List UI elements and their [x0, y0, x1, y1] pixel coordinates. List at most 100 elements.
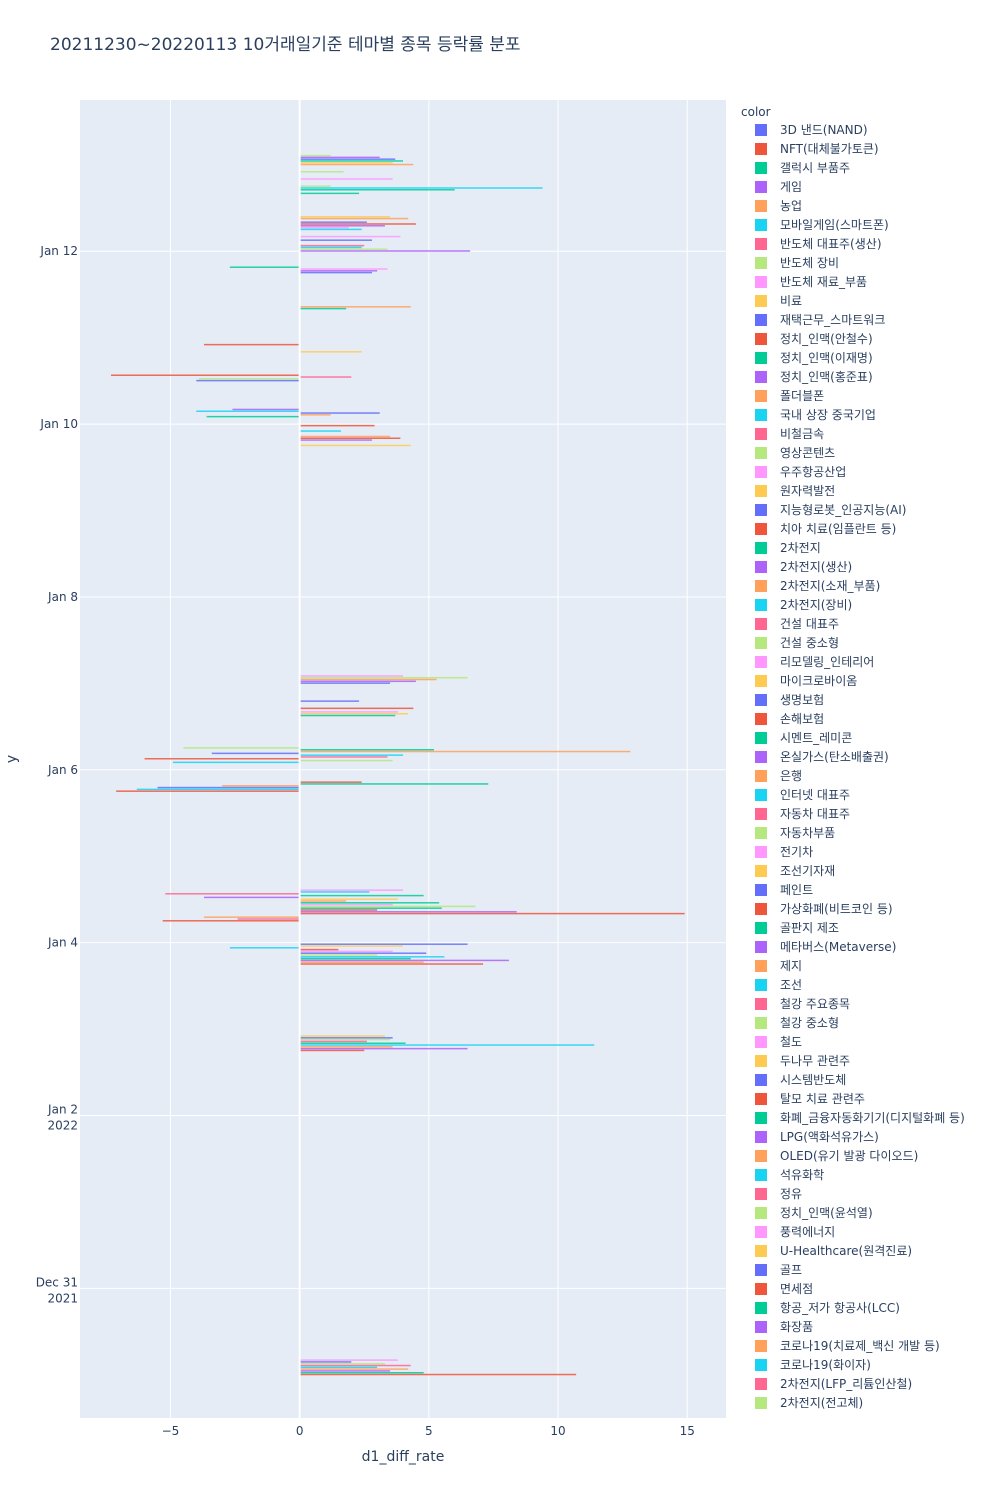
bar[interactable]	[299, 950, 393, 953]
legend-item[interactable]: 리모델링_인테리어	[755, 655, 874, 669]
bar[interactable]	[162, 920, 300, 922]
legend-item[interactable]: 철강 중소형	[755, 1016, 839, 1030]
bar[interactable]	[299, 1038, 391, 1041]
bar[interactable]	[299, 160, 403, 162]
legend-item[interactable]: 2차전지	[755, 541, 821, 555]
legend-item[interactable]: 두나무 관련주	[755, 1054, 850, 1068]
legend-item[interactable]: 반도체 장비	[755, 256, 839, 270]
legend-item[interactable]: LPG(액화석유가스)	[755, 1130, 879, 1144]
legend-item[interactable]: 영상콘텐츠	[755, 446, 835, 460]
legend-item[interactable]: 손해보험	[755, 712, 824, 726]
bar[interactable]	[144, 758, 300, 760]
bar[interactable]	[299, 754, 403, 756]
bar[interactable]	[299, 185, 331, 187]
legend-item[interactable]: 건설 중소형	[755, 636, 839, 650]
bar[interactable]	[299, 682, 391, 684]
legend-item[interactable]: 마이크로바이옴	[755, 674, 857, 688]
legend[interactable]: color 3D 낸드(NAND) NFT(대체불가토큰) 갤럭시 부품주게임농업모…	[741, 105, 965, 1410]
bar[interactable]	[299, 1364, 411, 1367]
bar[interactable]	[299, 351, 362, 353]
bar[interactable]	[299, 714, 396, 717]
bar[interactable]	[204, 916, 300, 918]
legend-item[interactable]: 농업	[755, 199, 802, 213]
bar[interactable]	[299, 711, 398, 713]
legend-item[interactable]: 제지	[755, 959, 802, 973]
legend-item[interactable]: 3D 낸드(NAND)	[755, 123, 868, 137]
bar[interactable]	[299, 223, 416, 225]
bar[interactable]	[299, 712, 409, 715]
legend-item[interactable]: NFT(대체불가토큰)	[755, 142, 879, 156]
bar[interactable]	[299, 900, 347, 902]
legend-item[interactable]: 전기차	[755, 845, 813, 859]
bar[interactable]	[299, 750, 631, 753]
bar[interactable]	[299, 1035, 385, 1037]
legend-item[interactable]: 은행	[755, 768, 802, 783]
legend-item[interactable]: 가상화폐(비트코인 등)	[755, 902, 893, 916]
bar[interactable]	[299, 156, 380, 159]
legend-item[interactable]: 원자력발전	[755, 484, 835, 498]
legend-item[interactable]: 갤럭시 부품주	[755, 161, 850, 175]
bar[interactable]	[211, 752, 300, 755]
bar[interactable]	[299, 250, 471, 252]
bar[interactable]	[299, 963, 484, 965]
legend-item[interactable]: OLED(유기 발광 다이오드)	[755, 1149, 918, 1163]
bar[interactable]	[299, 268, 388, 270]
bar[interactable]	[299, 424, 375, 427]
legend-item[interactable]: 2차전지(생산)	[755, 560, 852, 574]
bar[interactable]	[204, 896, 300, 899]
bar[interactable]	[222, 785, 300, 787]
bar[interactable]	[299, 954, 378, 956]
bar[interactable]	[111, 374, 300, 376]
legend-item[interactable]: 반도체 대표주(생산)	[755, 237, 882, 251]
legend-item[interactable]: 철도	[755, 1035, 802, 1049]
bar[interactable]	[157, 786, 300, 789]
bar[interactable]	[204, 343, 300, 346]
bar[interactable]	[299, 907, 442, 909]
legend-item[interactable]: 철강 주요종목	[755, 997, 850, 1011]
bar[interactable]	[299, 1373, 577, 1376]
bar[interactable]	[299, 235, 401, 238]
bar[interactable]	[299, 1047, 468, 1050]
legend-item[interactable]: 조선	[755, 978, 802, 992]
bar[interactable]	[299, 192, 360, 195]
bar[interactable]	[299, 1046, 393, 1048]
bar[interactable]	[299, 412, 380, 414]
bar[interactable]	[136, 788, 300, 791]
bar[interactable]	[299, 244, 365, 247]
bar[interactable]	[299, 678, 437, 681]
legend-item[interactable]: 시멘트_레미콘	[755, 731, 852, 745]
bar[interactable]	[299, 1368, 409, 1370]
bar[interactable]	[299, 187, 543, 189]
bar[interactable]	[299, 748, 435, 751]
bar[interactable]	[299, 912, 685, 915]
bar[interactable]	[299, 248, 388, 250]
bar[interactable]	[299, 889, 403, 891]
bar[interactable]	[299, 178, 393, 180]
bar[interactable]	[299, 246, 362, 249]
bar[interactable]	[299, 158, 396, 160]
legend-item[interactable]: 페인트	[755, 883, 813, 897]
bar[interactable]	[299, 221, 367, 223]
legend-item[interactable]: 지능형로봇_인공지능(AI)	[755, 503, 906, 517]
bar[interactable]	[299, 894, 424, 897]
legend-item[interactable]: 생명보험	[755, 693, 824, 707]
bar[interactable]	[299, 756, 388, 758]
bar[interactable]	[299, 945, 403, 947]
bar[interactable]	[299, 271, 372, 274]
legend-item[interactable]: 골프	[755, 1263, 802, 1277]
bar[interactable]	[299, 902, 440, 904]
legend-items[interactable]: 3D 낸드(NAND) NFT(대체불가토큰) 갤럭시 부품주게임농업모바일게임(스…	[755, 123, 965, 1410]
bar[interactable]	[232, 408, 300, 411]
legend-item[interactable]: 정유	[755, 1187, 802, 1201]
bar[interactable]	[299, 437, 401, 440]
bar[interactable]	[299, 307, 347, 310]
bar[interactable]	[299, 898, 398, 900]
bar[interactable]	[299, 270, 378, 272]
bar[interactable]	[165, 893, 300, 895]
legend-item[interactable]: 정치_인맥(윤석열)	[755, 1206, 873, 1220]
legend-item[interactable]: 면세점	[755, 1282, 813, 1296]
legend-item[interactable]: 코로나19(화이자)	[755, 1358, 871, 1372]
bar[interactable]	[299, 376, 352, 378]
bar[interactable]	[229, 266, 300, 268]
bar[interactable]	[299, 154, 331, 157]
